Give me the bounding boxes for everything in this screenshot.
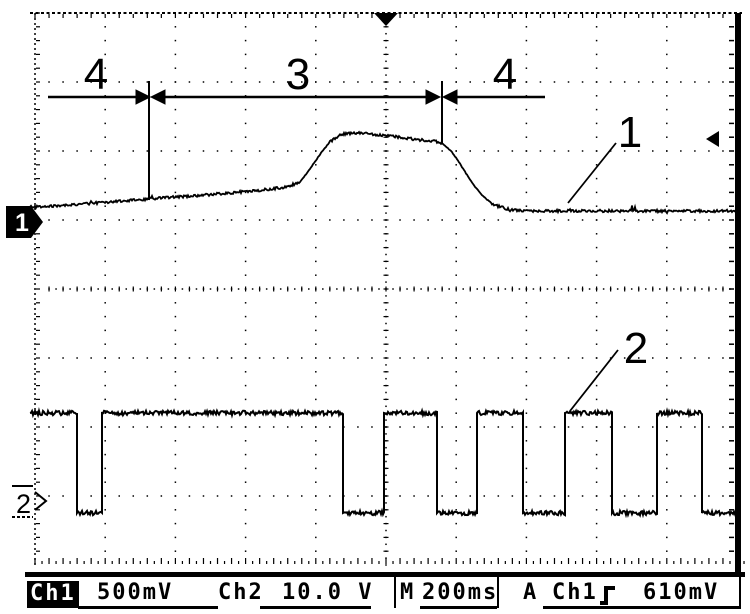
- arrowhead-right-icon: [135, 89, 152, 105]
- timebase-underline: [420, 606, 497, 609]
- trigger-source-value: Ch1: [552, 580, 598, 605]
- callout-1: 1: [618, 108, 642, 157]
- callout-2: 2: [624, 324, 648, 373]
- arrowhead-right-icon: [425, 89, 442, 105]
- ch2-marker-arrow-icon: [34, 491, 48, 511]
- ch1-scale-value: 500mV: [97, 580, 174, 605]
- measure-annotation: [48, 81, 545, 200]
- ch2-marker-label: 2: [16, 489, 31, 519]
- trigger-level-marker-icon: [706, 131, 719, 147]
- ch1-scale-badge: Ch1: [27, 581, 79, 608]
- rising-edge-icon: [600, 586, 615, 605]
- callout-4-right: 4: [493, 50, 517, 99]
- graticule-grid: [25, 12, 745, 577]
- ch1-underline: [78, 606, 218, 609]
- ch1-marker-label: 1: [15, 209, 29, 237]
- ch1-marker-flag-icon: [6, 206, 43, 238]
- separator-bar: [497, 577, 499, 608]
- ch2-underline: [260, 606, 371, 609]
- ch2-scale-label: Ch2: [218, 580, 264, 605]
- separator-bar: [394, 577, 396, 608]
- trigger-position-marker-icon: [374, 13, 398, 26]
- callout-3: 3: [286, 50, 310, 99]
- trigger-level-value: 610mV: [643, 580, 720, 605]
- leader-line-2: [569, 349, 619, 412]
- callout-4-left: 4: [84, 50, 108, 99]
- timebase-label: M: [400, 580, 416, 605]
- ch2-ground-marker: 2: [12, 485, 48, 519]
- leader-line-1: [567, 142, 617, 204]
- ch1-ground-marker: 1: [6, 206, 43, 238]
- arrowhead-left-icon: [441, 89, 458, 105]
- callout-labels: 4 3 4 1 2: [84, 50, 648, 373]
- timebase-value: 200ms: [422, 580, 499, 605]
- separator-bar: [739, 577, 741, 608]
- readout-bar: Ch1 500mV Ch2 10.0 V M 200ms A Ch1 610mV: [0, 577, 750, 614]
- acquire-mode-label: A: [523, 580, 539, 605]
- arrowhead-left-icon: [149, 89, 166, 105]
- ch2-scale-value: 10.0 V: [282, 580, 374, 605]
- callout-leader-lines: [567, 142, 619, 412]
- trace-ch2: [29, 407, 741, 519]
- trigger-underline: [543, 606, 741, 609]
